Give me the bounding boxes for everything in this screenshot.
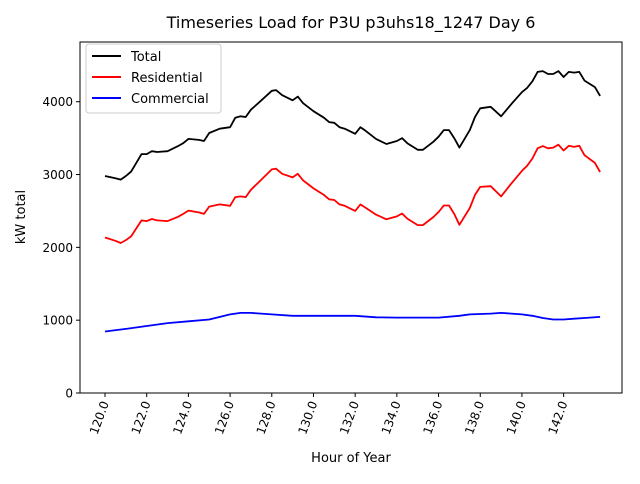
y-tick-label: 4000: [42, 95, 73, 109]
y-tick-label: 1000: [42, 314, 73, 328]
y-tick-label: 0: [65, 387, 73, 401]
legend-label-commercial: Commercial: [131, 92, 209, 107]
legend-label-residential: Residential: [131, 71, 203, 86]
chart-title: Timeseries Load for P3U p3uhs18_1247 Day…: [166, 13, 536, 33]
y-axis-label: kW total: [14, 190, 29, 244]
series-line-total: [104, 70, 601, 181]
legend: Total Residential Commercial: [85, 43, 222, 114]
y-axis: 0 1000 2000 3000 4000: [42, 95, 80, 401]
legend-label-total: Total: [130, 50, 161, 65]
series-line-residential: [104, 143, 601, 244]
series-layer: [104, 70, 601, 333]
x-axis-label: Hour of Year: [311, 451, 391, 466]
y-tick-label: 2000: [42, 241, 73, 255]
plot-frame: [79, 41, 623, 394]
series-line-commercial: [104, 311, 601, 333]
y-tick-label: 3000: [42, 168, 73, 182]
legend-box: [85, 43, 222, 114]
